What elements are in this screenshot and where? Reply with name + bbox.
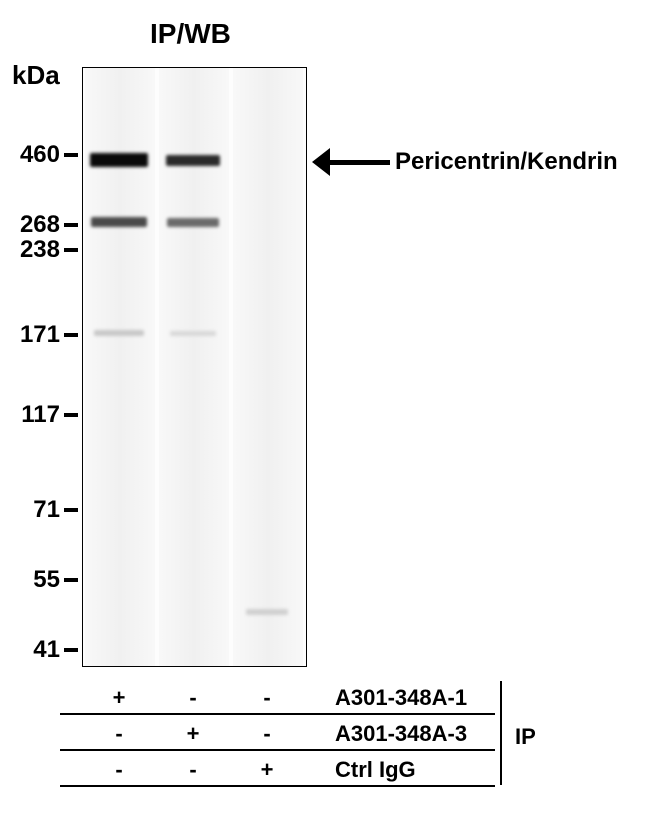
- ip-row-underline-0: [60, 713, 495, 715]
- ip-row-underline-2: [60, 785, 495, 787]
- ip-mark-r0-c1: -: [181, 685, 205, 711]
- target-label: Pericentrin/Kendrin: [395, 148, 618, 176]
- band-2: [94, 330, 144, 336]
- ip-mark-r1-c2: -: [255, 721, 279, 747]
- mw-label-268: 268: [20, 211, 60, 239]
- mw-label-460: 460: [20, 141, 60, 169]
- mw-tick-117: [64, 413, 78, 417]
- mw-label-71: 71: [33, 496, 60, 524]
- mw-tick-55: [64, 578, 78, 582]
- mw-tick-41: [64, 648, 78, 652]
- mw-tick-460: [64, 153, 78, 157]
- ip-mark-r1-c0: -: [107, 721, 131, 747]
- ip-row-label-2: Ctrl IgG: [335, 757, 416, 783]
- ip-mark-r2-c1: -: [181, 757, 205, 783]
- ip-row-underline-1: [60, 749, 495, 751]
- ip-mark-r1-c1: +: [181, 721, 205, 747]
- mw-label-171: 171: [20, 321, 60, 349]
- mw-tick-268: [64, 223, 78, 227]
- band-3: [166, 155, 220, 166]
- mw-label-41: 41: [33, 636, 60, 664]
- band-4: [167, 218, 219, 227]
- y-axis-label: kDa: [12, 60, 60, 91]
- ip-mark-r2-c2: +: [255, 757, 279, 783]
- arrow-shaft: [324, 160, 390, 165]
- arrow-head-icon: [312, 148, 330, 176]
- lane-3: [233, 68, 303, 666]
- mw-tick-71: [64, 508, 78, 512]
- ipwb-figure: IP/WB kDa 460 268238 171 117 71 55 41 Pericent…: [0, 0, 650, 833]
- ip-side-label: IP: [515, 724, 536, 750]
- ip-bracket-line: [500, 681, 502, 785]
- ip-row-label-0: A301-348A-1: [335, 685, 467, 711]
- mw-tick-171: [64, 333, 78, 337]
- band-0: [90, 153, 148, 167]
- ip-row-label-1: A301-348A-3: [335, 721, 467, 747]
- band-5: [170, 331, 216, 336]
- ip-mark-r2-c0: -: [107, 757, 131, 783]
- mw-tick-238: [64, 248, 78, 252]
- mw-label-55: 55: [33, 566, 60, 594]
- band-1: [91, 217, 147, 227]
- figure-title: IP/WB: [150, 18, 231, 50]
- band-6: [246, 609, 288, 615]
- ip-mark-r0-c2: -: [255, 685, 279, 711]
- mw-label-117: 117: [21, 401, 60, 429]
- ip-mark-r0-c0: +: [107, 685, 131, 711]
- mw-label-238: 238: [20, 236, 60, 264]
